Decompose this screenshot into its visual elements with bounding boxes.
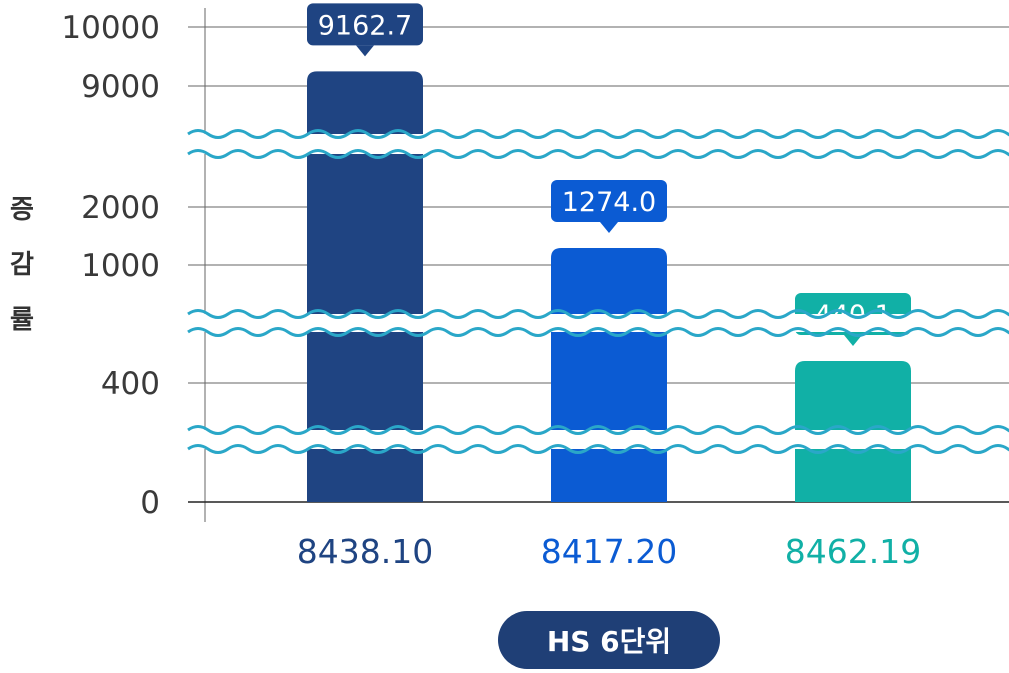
- data-label-8417.20: 1274.0: [551, 180, 667, 233]
- axis-break-wave-bottom: [187, 327, 1009, 337]
- bar-8438.10: [307, 71, 423, 503]
- axis-break-wave-bottom: [187, 444, 1009, 454]
- data-label-pointer: [356, 45, 374, 57]
- y-axis-label-char: 증: [10, 195, 34, 225]
- data-label-text: 1274.0: [562, 187, 656, 218]
- axis-break-wave-top: [187, 425, 1009, 435]
- category-label-8462.19: 8462.19: [785, 532, 921, 571]
- category-label-8438.10: 8438.10: [297, 532, 433, 571]
- y-tick-labels: 10000 9000 2000 1000 400 0: [61, 10, 160, 521]
- axis-break-gap: [188, 314, 1009, 332]
- y-tick-0: 0: [140, 485, 160, 521]
- x-axis-label: HS 6단위: [498, 611, 720, 669]
- axis-break-3: [187, 425, 1009, 454]
- axis-break-wave-top: [187, 309, 1009, 319]
- axis-break-1: [187, 129, 1009, 159]
- y-tick-400: 400: [101, 366, 160, 402]
- axis-break-2: [187, 309, 1009, 337]
- bar-8417.20: [551, 248, 667, 502]
- y-axis-label-char: 감: [10, 250, 34, 280]
- axis-break-wave-bottom: [187, 149, 1009, 159]
- data-label-pointer: [844, 335, 862, 346]
- data-label-box: [307, 3, 423, 46]
- y-axis-label-char: 률: [10, 305, 34, 335]
- data-label-8438.10: 9162.7: [307, 3, 423, 57]
- y-tick-9000: 9000: [81, 69, 160, 105]
- category-label-8417.20: 8417.20: [541, 532, 677, 571]
- y-tick-2000: 2000: [81, 190, 160, 226]
- data-label-box: [551, 180, 667, 222]
- axis-break-gap: [188, 134, 1009, 154]
- axis-break-wave-top: [187, 129, 1009, 139]
- category-labels: 8438.10 8417.20 8462.19: [297, 532, 921, 571]
- axis-break-gap: [188, 430, 1009, 449]
- axis-breaks: [187, 129, 1009, 454]
- data-label-text: 9162.7: [318, 10, 412, 41]
- y-tick-1000: 1000: [81, 248, 160, 284]
- y-tick-10000: 10000: [61, 10, 160, 46]
- data-label-pointer: [600, 222, 618, 233]
- y-axis-label: 증감률: [10, 195, 34, 335]
